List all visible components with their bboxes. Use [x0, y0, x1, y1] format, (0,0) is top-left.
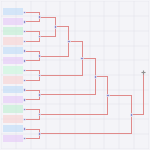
Bar: [94, 75, 96, 78]
Bar: [23, 127, 25, 130]
Bar: [3, 135, 23, 142]
Bar: [23, 20, 25, 23]
Bar: [3, 76, 23, 84]
Bar: [67, 40, 70, 42]
Bar: [3, 66, 23, 74]
Bar: [23, 59, 25, 61]
Bar: [3, 105, 23, 113]
Bar: [3, 57, 23, 64]
Bar: [23, 50, 25, 52]
Bar: [3, 47, 23, 54]
Bar: [38, 132, 40, 135]
Bar: [23, 69, 25, 71]
Bar: [3, 8, 23, 15]
Bar: [38, 93, 40, 96]
Bar: [54, 25, 56, 28]
Bar: [38, 74, 40, 76]
Bar: [23, 137, 25, 140]
Bar: [23, 40, 25, 42]
Bar: [106, 94, 109, 96]
Bar: [3, 27, 23, 35]
Bar: [23, 108, 25, 110]
Bar: [38, 54, 40, 57]
Bar: [23, 88, 25, 91]
Bar: [3, 18, 23, 25]
Bar: [23, 30, 25, 32]
Bar: [23, 98, 25, 101]
Bar: [38, 35, 40, 37]
Bar: [23, 79, 25, 81]
Bar: [38, 113, 40, 115]
Bar: [80, 57, 83, 59]
Bar: [3, 37, 23, 45]
Bar: [23, 11, 25, 13]
Bar: [38, 15, 40, 18]
Bar: [130, 113, 132, 116]
Bar: [3, 115, 23, 123]
Bar: [23, 118, 25, 120]
Bar: [3, 125, 23, 132]
Bar: [3, 86, 23, 93]
Bar: [3, 96, 23, 103]
